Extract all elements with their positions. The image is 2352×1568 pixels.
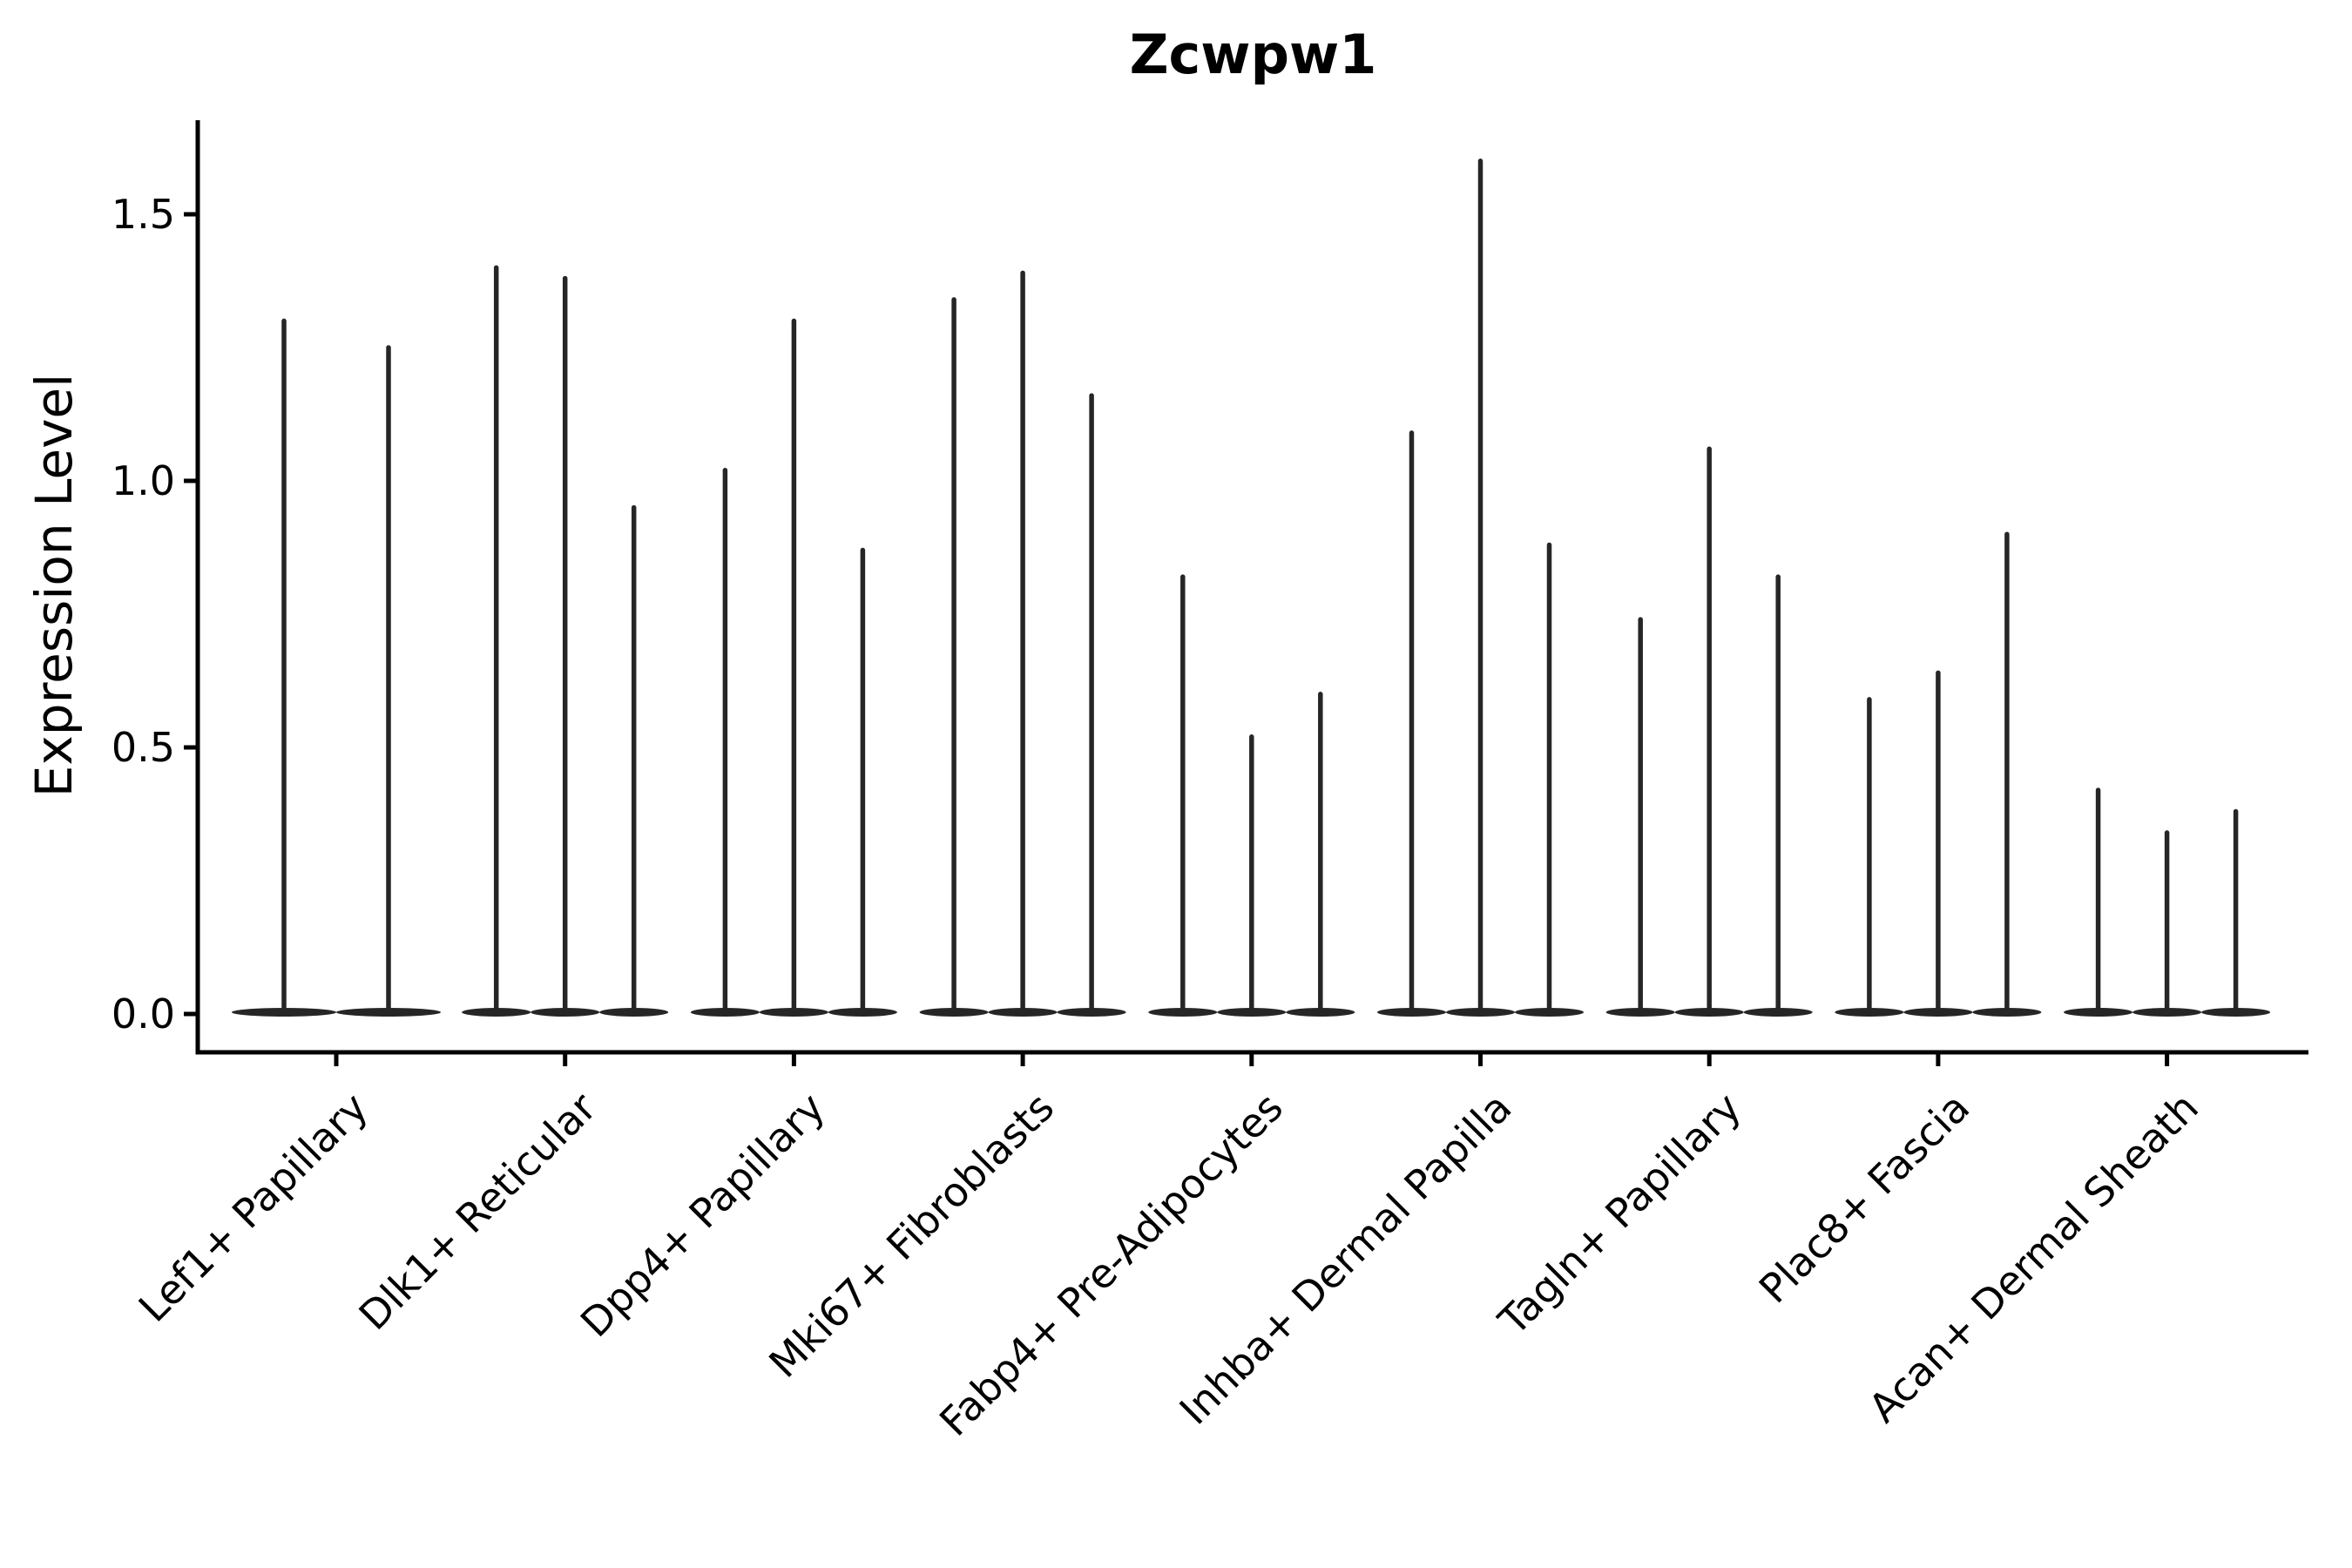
y-tick-label: 0.5 [111,724,175,771]
violin-base [531,1008,600,1017]
violin-base [336,1008,441,1017]
y-tick-label: 1.5 [111,191,175,238]
violin-base [232,1008,336,1017]
violin-base [462,1008,531,1017]
violin-base [1057,1008,1126,1017]
violin-base [2201,1008,2271,1017]
violin-base [1217,1008,1287,1017]
y-tick-label: 0.0 [111,990,175,1037]
violin-base [1148,1008,1218,1017]
y-tick-label: 1.0 [111,457,175,504]
violin-base [1605,1008,1675,1017]
violin-base [1446,1008,1515,1017]
violin-base [919,1008,989,1017]
violin-base [988,1008,1058,1017]
violin-base [1286,1008,1355,1017]
plot-title: Zcwpw1 [1129,23,1377,86]
violin-base [1377,1008,1446,1017]
violin-base [599,1008,669,1017]
violin-base [759,1008,828,1017]
y-axis-label: Expression Level [24,373,84,798]
violin-base [2064,1008,2133,1017]
violin-base [1515,1008,1584,1017]
violin-base [1674,1008,1744,1017]
violin-base [1903,1008,1973,1017]
violin-base [828,1008,897,1017]
violin-base [1972,1008,2042,1017]
violin-base [2132,1008,2202,1017]
violin-base [1835,1008,1904,1017]
violin-base [1743,1008,1813,1017]
violin-base [690,1008,760,1017]
